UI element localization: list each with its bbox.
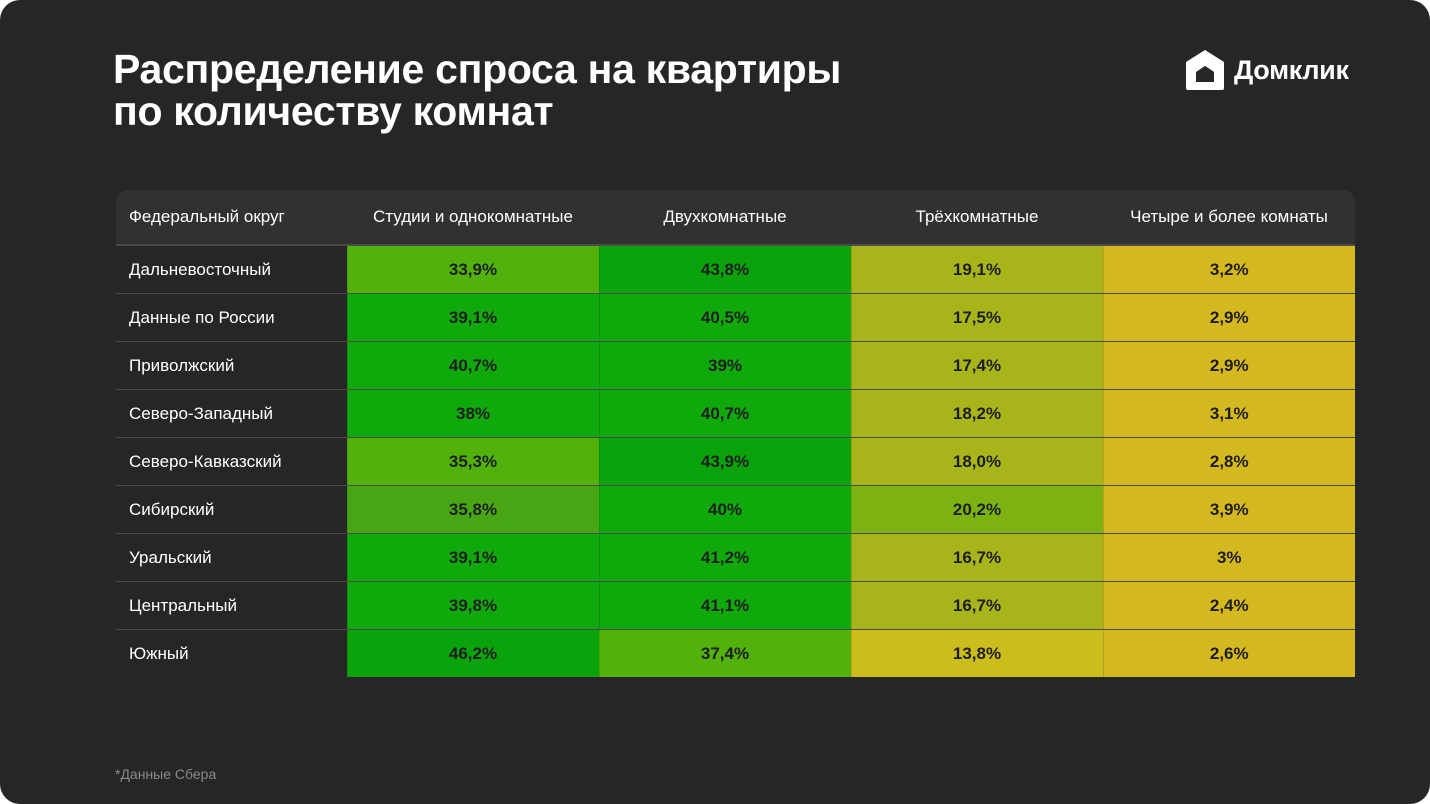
value-cell: 2,4% xyxy=(1102,581,1355,630)
table-row: Южный 46,2% 37,4% 13,8% 2,6% xyxy=(116,629,1355,677)
demand-table: Федеральный округ Студии и однокомнатные… xyxy=(116,190,1355,677)
value-cell: 2,9% xyxy=(1102,293,1355,342)
value-cell: 46,2% xyxy=(346,629,599,677)
value-cell: 33,9% xyxy=(346,245,599,294)
value-cell: 3,2% xyxy=(1102,245,1355,294)
value-cell: 17,5% xyxy=(850,293,1103,342)
value-cell: 3,1% xyxy=(1102,389,1355,438)
value-cell: 20,2% xyxy=(850,485,1103,534)
value-cell: 39% xyxy=(598,341,851,390)
value-cell: 37,4% xyxy=(598,629,851,677)
value-cell: 40% xyxy=(598,485,851,534)
value-cell: 39,1% xyxy=(346,293,599,342)
value-cell: 43,8% xyxy=(598,245,851,294)
value-cell: 40,7% xyxy=(598,389,851,438)
column-header-four-plus-room: Четыре и более комнаты xyxy=(1103,190,1355,246)
district-name-cell: Дальневосточный xyxy=(116,245,347,294)
table-body: Дальневосточный 33,9% 43,8% 19,1% 3,2% Данные… xyxy=(116,245,1355,677)
district-name-cell: Северо-Кавказский xyxy=(116,437,347,486)
value-cell: 35,8% xyxy=(346,485,599,534)
source-footnote: *Данные Сбера xyxy=(115,766,217,782)
value-cell: 43,9% xyxy=(598,437,851,486)
table-row: Уральский 39,1% 41,2% 16,7% 3% xyxy=(116,533,1355,582)
brand-name: Домклик xyxy=(1234,54,1349,85)
value-cell: 3% xyxy=(1102,533,1355,582)
table-header-row: Федеральный округ Студии и однокомнатные… xyxy=(116,190,1355,246)
column-header-district: Федеральный округ xyxy=(116,190,347,246)
district-name-cell: Данные по России xyxy=(116,293,347,342)
table-row: Центральный 39,8% 41,1% 16,7% 2,4% xyxy=(116,581,1355,630)
value-cell: 16,7% xyxy=(850,581,1103,630)
value-cell: 3,9% xyxy=(1102,485,1355,534)
value-cell: 18,0% xyxy=(850,437,1103,486)
value-cell: 41,1% xyxy=(598,581,851,630)
value-cell: 40,5% xyxy=(598,293,851,342)
title-line-2: по количеству комнат xyxy=(113,88,554,134)
district-name-cell: Северо-Западный xyxy=(116,389,347,438)
table-row: Данные по России 39,1% 40,5% 17,5% 2,9% xyxy=(116,293,1355,342)
column-header-three-room: Трёхкомнатные xyxy=(851,190,1103,246)
value-cell: 35,3% xyxy=(346,437,599,486)
page-title: Распределение спроса на квартиры по коли… xyxy=(113,48,933,132)
table-row: Сибирский 35,8% 40% 20,2% 3,9% xyxy=(116,485,1355,534)
value-cell: 39,8% xyxy=(346,581,599,630)
title-line-1: Распределение спроса на квартиры xyxy=(113,46,842,92)
value-cell: 16,7% xyxy=(850,533,1103,582)
column-header-studios-one-room: Студии и однокомнатные xyxy=(347,190,599,246)
table-row: Приволжский 40,7% 39% 17,4% 2,9% xyxy=(116,341,1355,390)
value-cell: 13,8% xyxy=(850,629,1103,677)
district-name-cell: Сибирский xyxy=(116,485,347,534)
value-cell: 18,2% xyxy=(850,389,1103,438)
value-cell: 38% xyxy=(346,389,599,438)
value-cell: 41,2% xyxy=(598,533,851,582)
table-row: Северо-Западный 38% 40,7% 18,2% 3,1% xyxy=(116,389,1355,438)
value-cell: 17,4% xyxy=(850,341,1103,390)
value-cell: 39,1% xyxy=(346,533,599,582)
table-row: Северо-Кавказский 35,3% 43,9% 18,0% 2,8% xyxy=(116,437,1355,486)
value-cell: 19,1% xyxy=(850,245,1103,294)
value-cell: 40,7% xyxy=(346,341,599,390)
domclick-house-icon xyxy=(1186,50,1224,90)
brand-logo: Домклик xyxy=(1184,47,1349,93)
district-name-cell: Уральский xyxy=(116,533,347,582)
district-name-cell: Южный xyxy=(116,629,347,677)
column-header-two-room: Двухкомнатные xyxy=(599,190,851,246)
table-row: Дальневосточный 33,9% 43,8% 19,1% 3,2% xyxy=(116,245,1355,294)
value-cell: 2,9% xyxy=(1102,341,1355,390)
value-cell: 2,8% xyxy=(1102,437,1355,486)
value-cell: 2,6% xyxy=(1102,629,1355,677)
district-name-cell: Центральный xyxy=(116,581,347,630)
district-name-cell: Приволжский xyxy=(116,341,347,390)
